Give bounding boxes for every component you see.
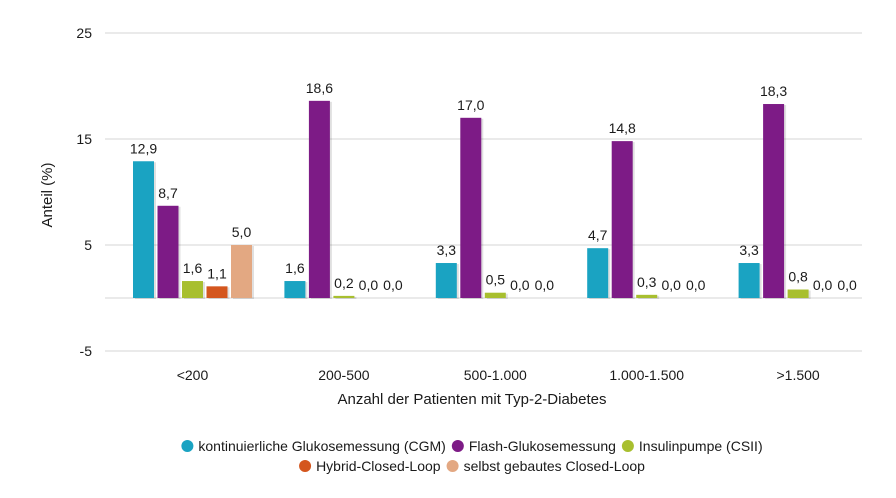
legend-label: selbst gebautes Closed-Loop bbox=[464, 458, 646, 474]
bar bbox=[484, 292, 506, 298]
x-tick-label: 200-500 bbox=[318, 367, 370, 383]
y-tick-label: 25 bbox=[76, 25, 92, 41]
bar bbox=[308, 100, 330, 298]
y-axis-ticks: -5 5 15 25 bbox=[76, 25, 92, 359]
bar-value-label: 8,7 bbox=[158, 185, 178, 201]
bar bbox=[787, 289, 809, 298]
grid-lines bbox=[105, 32, 862, 352]
y-tick-label: -5 bbox=[80, 343, 93, 359]
bar bbox=[636, 294, 658, 298]
value-labels: 12,98,71,6 1,15,01,618,60,2 0,0 0,03,317,00… bbox=[130, 80, 857, 293]
bar-value-label: 0,0 bbox=[686, 277, 706, 293]
bar bbox=[738, 263, 760, 298]
x-tick-label: >1.500 bbox=[776, 367, 819, 383]
legend-label: Hybrid-Closed-Loop bbox=[316, 458, 441, 474]
bar-value-label: 3,3 bbox=[739, 242, 759, 258]
bar bbox=[435, 263, 457, 298]
bar-value-label: 0,5 bbox=[486, 272, 506, 288]
bar-value-label: 0,0 bbox=[359, 277, 379, 293]
bar bbox=[284, 281, 306, 298]
bar-value-label: 0,8 bbox=[788, 269, 808, 285]
y-tick-label: 15 bbox=[76, 131, 92, 147]
bar bbox=[763, 104, 785, 299]
bar bbox=[587, 248, 609, 298]
legend-marker bbox=[451, 440, 464, 452]
x-axis-ticks: <200 200-500 500-1.000 1.000-1.500 >1.500 bbox=[177, 367, 820, 383]
bar bbox=[333, 295, 355, 298]
bar bbox=[182, 281, 203, 298]
bar bbox=[206, 286, 228, 298]
bar-value-label: 0,0 bbox=[813, 277, 833, 293]
legend-item: Flash-Glukosemessung bbox=[451, 438, 616, 454]
bar bbox=[611, 141, 633, 298]
bar-value-label: 0,0 bbox=[383, 277, 403, 293]
bar-value-label: 5,0 bbox=[232, 224, 252, 240]
legend-item: selbst gebautes Closed-Loop bbox=[446, 458, 646, 474]
x-tick-label: 500-1.000 bbox=[464, 367, 527, 383]
bar-value-label: 0,0 bbox=[837, 277, 857, 293]
bar-value-label: 1,6 bbox=[285, 260, 305, 276]
legend-marker bbox=[621, 440, 634, 452]
bar-value-label: 0,0 bbox=[535, 277, 555, 293]
bar-value-label: 17,0 bbox=[457, 97, 484, 113]
bar bbox=[460, 117, 482, 298]
bar-value-label: 12,9 bbox=[130, 140, 157, 156]
bar bbox=[133, 161, 154, 298]
bar-value-label: 0,2 bbox=[334, 275, 354, 291]
legend: kontinuierliche Glukosemessung (CGM) Flas… bbox=[181, 438, 763, 474]
x-tick-label: 1.000-1.500 bbox=[609, 367, 684, 383]
bar-value-label: 1,6 bbox=[183, 260, 203, 276]
bar-value-label: 14,8 bbox=[609, 120, 636, 136]
y-axis-title: Anteil (%) bbox=[39, 162, 56, 227]
legend-label: Insulinpumpe (CSII) bbox=[639, 438, 763, 454]
y-tick-label: 5 bbox=[84, 237, 92, 253]
x-axis-title: Anzahl der Patienten mit Typ-2-Diabetes bbox=[337, 391, 606, 408]
bar bbox=[157, 205, 179, 298]
legend-marker bbox=[299, 460, 312, 472]
bars bbox=[133, 100, 811, 300]
bar-value-label: 0,0 bbox=[510, 277, 530, 293]
bar bbox=[231, 245, 252, 298]
bar-value-label: 1,1 bbox=[207, 265, 227, 281]
bar-value-label: 18,3 bbox=[760, 83, 787, 99]
bar-value-label: 4,7 bbox=[588, 227, 608, 243]
legend-label: kontinuierliche Glukosemessung (CGM) bbox=[198, 438, 445, 454]
legend-item: Hybrid-Closed-Loop bbox=[299, 458, 441, 474]
legend-item: Insulinpumpe (CSII) bbox=[621, 438, 763, 454]
legend-marker bbox=[446, 460, 459, 472]
x-tick-label: <200 bbox=[177, 367, 209, 383]
bar-value-label: 0,3 bbox=[637, 274, 657, 290]
bar-value-label: 0,0 bbox=[661, 277, 681, 293]
legend-item: kontinuierliche Glukosemessung (CGM) bbox=[181, 438, 446, 454]
bar-value-label: 3,3 bbox=[437, 242, 457, 258]
legend-label: Flash-Glukosemessung bbox=[469, 438, 616, 454]
legend-marker bbox=[181, 440, 194, 452]
bar-value-label: 18,6 bbox=[306, 80, 333, 96]
